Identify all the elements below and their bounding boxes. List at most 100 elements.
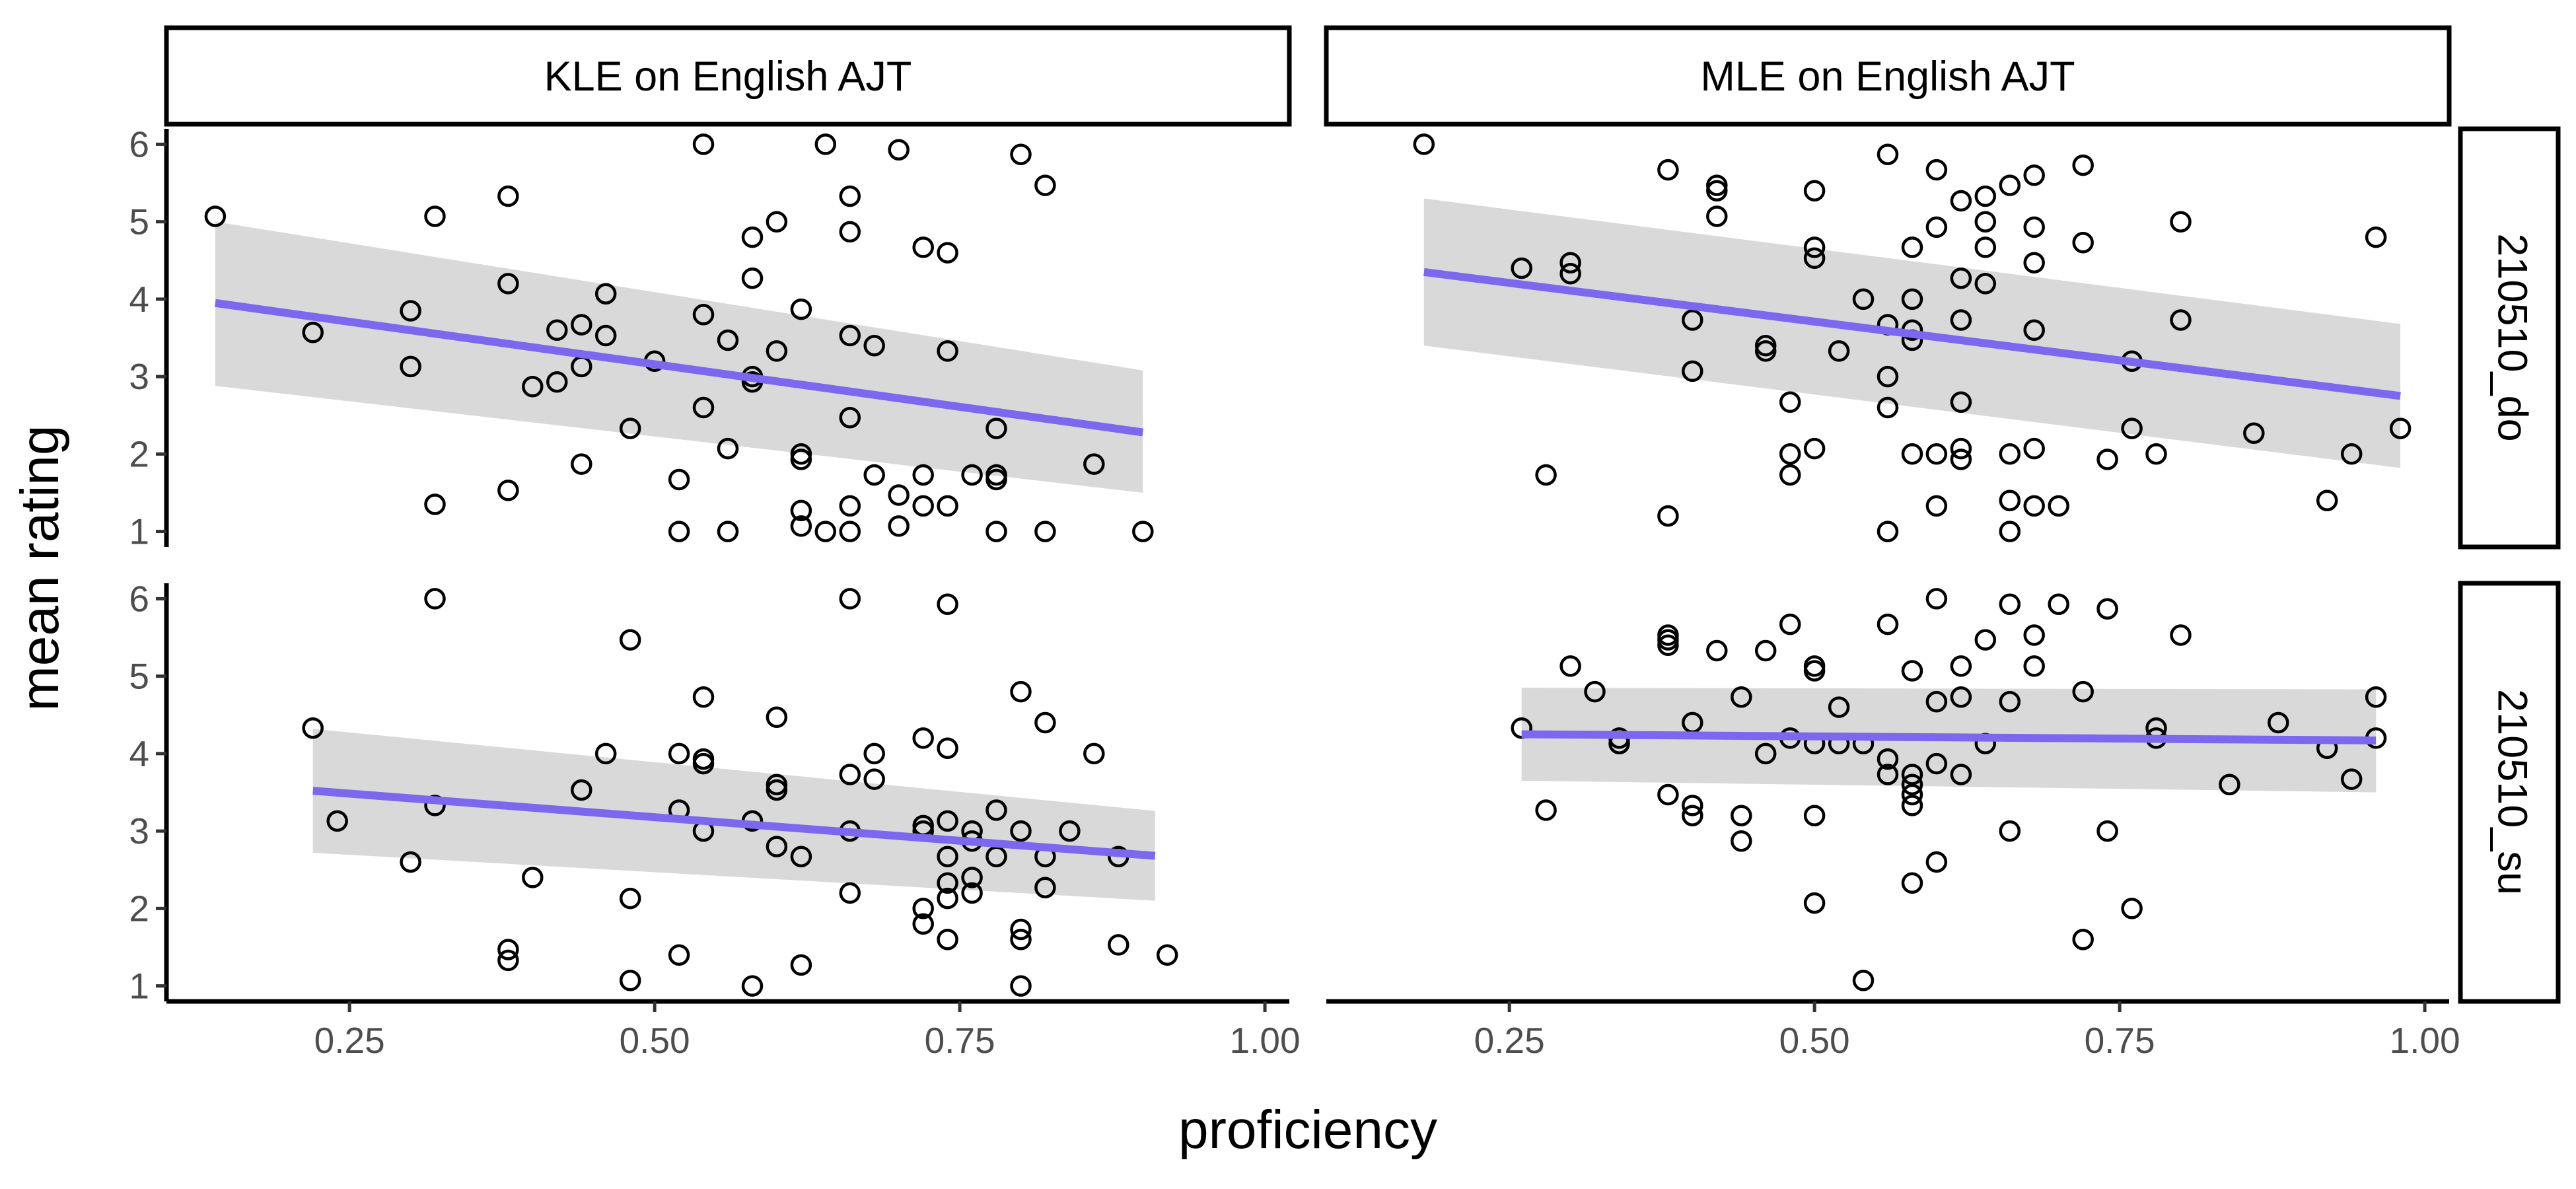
data-point xyxy=(2170,309,2192,331)
data-point xyxy=(594,324,617,347)
x-tick-label: 0.75 xyxy=(2085,1020,2155,1061)
data-point xyxy=(1657,783,1679,806)
data-point xyxy=(204,205,227,227)
data-point xyxy=(302,717,324,739)
data-point xyxy=(2072,232,2094,254)
data-point xyxy=(839,764,861,785)
data-point xyxy=(937,872,958,894)
data-point xyxy=(497,185,519,207)
data-point xyxy=(1999,820,2021,842)
data-point xyxy=(1901,764,1923,785)
data-point xyxy=(937,810,958,832)
data-point xyxy=(522,867,544,888)
data-point xyxy=(961,464,983,486)
data-point xyxy=(1999,691,2021,713)
data-point xyxy=(912,913,934,935)
data-point xyxy=(790,954,812,976)
data-point xyxy=(619,417,641,439)
strip-row-0-label: 210510_do xyxy=(2489,233,2535,441)
data-point xyxy=(424,588,446,610)
data-point xyxy=(839,882,861,904)
data-point xyxy=(1925,443,1948,465)
data-point xyxy=(400,851,421,873)
data-point xyxy=(1999,443,2021,465)
data-point xyxy=(2072,154,2094,176)
data-point xyxy=(1877,365,1899,388)
data-point xyxy=(839,406,861,429)
data-point xyxy=(2023,216,2045,238)
data-point xyxy=(1925,691,1948,713)
data-point xyxy=(1925,851,1948,873)
data-point xyxy=(2096,449,2118,470)
data-point xyxy=(1034,877,1056,898)
x-tick-label: 1.00 xyxy=(2390,1020,2460,1061)
data-point xyxy=(1803,180,1826,202)
data-point xyxy=(790,499,812,522)
data-point xyxy=(1535,799,1557,821)
strip-row-1-label: 210510_su xyxy=(2489,689,2535,895)
y-tick-label: 4 xyxy=(129,279,149,320)
data-point xyxy=(1754,742,1777,765)
data-point xyxy=(1901,795,1923,816)
data-point xyxy=(2340,768,2363,790)
data-point xyxy=(937,495,958,517)
data-point xyxy=(1950,655,1972,677)
data-point xyxy=(692,686,715,708)
y-tick-label: 3 xyxy=(129,811,149,851)
strip-col-0-label: KLE on English AJT xyxy=(544,54,912,100)
data-point xyxy=(1999,593,2021,615)
data-point xyxy=(619,970,641,991)
data-point xyxy=(1682,805,1703,826)
data-point xyxy=(1511,257,1532,279)
data-point xyxy=(522,376,544,398)
data-point xyxy=(326,810,348,832)
data-point xyxy=(1779,443,1801,465)
data-point xyxy=(400,300,421,322)
panel-kle-su xyxy=(302,588,1178,997)
data-point xyxy=(1901,236,1923,258)
data-point xyxy=(1877,143,1899,165)
data-point xyxy=(790,298,812,320)
data-point xyxy=(888,515,910,537)
data-point xyxy=(839,588,861,610)
data-point xyxy=(2048,495,2069,517)
data-point xyxy=(1731,805,1752,826)
data-point xyxy=(302,322,324,343)
regression-line xyxy=(1423,268,2401,400)
data-point xyxy=(937,887,958,910)
data-point xyxy=(863,742,885,765)
confidence-band xyxy=(215,221,1143,493)
data-point xyxy=(1901,288,1923,310)
y-tick-label: 5 xyxy=(129,656,149,697)
data-point xyxy=(2048,593,2069,615)
data-point xyxy=(1010,918,1032,941)
data-point xyxy=(1682,360,1703,382)
data-point xyxy=(814,521,837,542)
data-point xyxy=(814,133,837,155)
data-point xyxy=(1974,236,1997,258)
data-point xyxy=(2243,422,2265,444)
data-point xyxy=(912,495,934,517)
y-tick-label: 3 xyxy=(129,356,149,397)
data-point xyxy=(790,846,812,868)
data-point xyxy=(912,464,934,486)
data-point xyxy=(1584,680,1606,703)
data-point xyxy=(1950,437,1972,460)
data-point xyxy=(2365,226,2387,248)
data-point xyxy=(1901,443,1923,465)
data-point xyxy=(912,898,934,919)
data-point xyxy=(1828,340,1850,362)
data-point xyxy=(2340,443,2363,465)
data-point xyxy=(1731,686,1752,708)
data-point xyxy=(1901,872,1923,894)
y-tick-label: 1 xyxy=(129,511,149,552)
regression-line xyxy=(215,299,1144,437)
data-point xyxy=(888,484,910,506)
data-point xyxy=(863,334,885,357)
y-tick-label: 2 xyxy=(129,433,149,474)
data-point xyxy=(1156,944,1178,966)
data-point xyxy=(1034,521,1056,542)
y-tick-label: 1 xyxy=(129,966,149,1007)
data-point xyxy=(1803,892,1826,914)
